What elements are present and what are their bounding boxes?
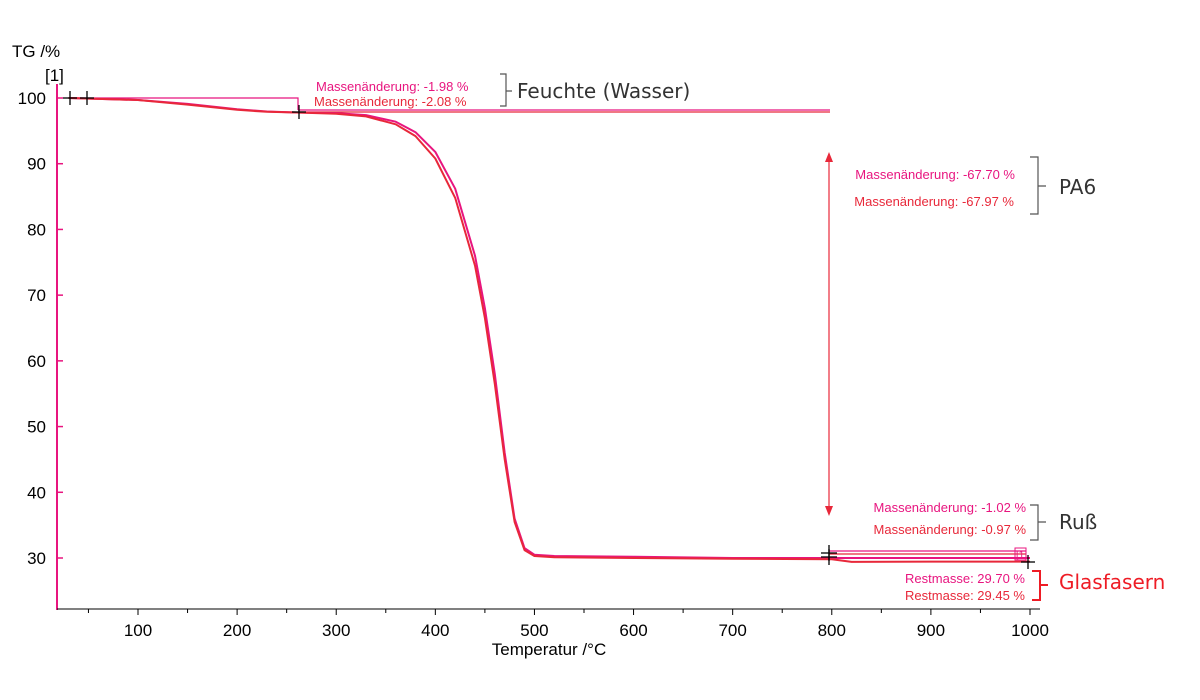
- x-tick-label: 800: [818, 621, 846, 640]
- annotation-step3-a: Massenänderung: -1.02 %: [874, 500, 1027, 515]
- y-tick-label: 90: [27, 155, 46, 174]
- annotation-step3-b: Massenänderung: -0.97 %: [874, 522, 1027, 537]
- x-tick-label: 500: [520, 621, 548, 640]
- brace-moisture: [500, 73, 512, 107]
- x-tick-label: 600: [619, 621, 647, 640]
- x-tick-label: 200: [223, 621, 251, 640]
- end-marker-label: [1]: [1016, 550, 1027, 561]
- y-tick-label: 50: [27, 418, 46, 437]
- step-2-arrow-head-top: [825, 152, 833, 162]
- label-moisture: Feuchte (Wasser): [517, 79, 690, 103]
- step-guides: [1]: [70, 97, 1027, 561]
- cross-marker-step1: [292, 105, 306, 119]
- label-glass-fibers: Glasfasern: [1059, 570, 1165, 594]
- label-pa6: PA6: [1059, 175, 1096, 199]
- annotation-residue-a: Restmasse: 29.70 %: [905, 571, 1025, 586]
- y-tick-label: 100: [18, 89, 46, 108]
- step-braces: [500, 73, 1048, 601]
- step-2-arrow-head-bottom: [825, 506, 833, 516]
- x-tick-label: 400: [421, 621, 449, 640]
- x-axis-title: Temperatur /°C: [492, 640, 607, 659]
- step-labels: Feuchte (Wasser) PA6 Ruß Glasfasern: [517, 79, 1165, 594]
- y-ticks: 30 40 50 60 70 80 90 100: [18, 89, 63, 568]
- brace-pa6: [1030, 156, 1046, 215]
- tg-curve-2: [68, 97, 1030, 563]
- label-carbon-black: Ruß: [1059, 510, 1097, 534]
- x-tick-label: 100: [124, 621, 152, 640]
- y-axis-title: TG /%: [12, 42, 60, 61]
- end-marker-box: [1014, 547, 1027, 561]
- y-tick-label: 80: [27, 220, 46, 239]
- annotation-step1-b: Massenänderung: -2.08 %: [314, 94, 467, 109]
- brace-glassfiber: [1032, 570, 1048, 601]
- y-tick-label: 60: [27, 352, 46, 371]
- cross-marker-start-b: [80, 91, 94, 105]
- annotation-step2-b: Massenänderung: -67.97 %: [854, 194, 1014, 209]
- x-tick-label: 1000: [1011, 621, 1049, 640]
- y-tick-label: 40: [27, 483, 46, 502]
- y-tick-label: 30: [27, 549, 46, 568]
- cross-marker-end: [1021, 555, 1035, 569]
- cross-marker-start-a: [63, 91, 77, 105]
- series-group: [68, 97, 1030, 563]
- x-tick-label: 700: [718, 621, 746, 640]
- step-1-baseline: [70, 97, 299, 110]
- evaluation-markers: [63, 91, 1035, 569]
- y-tick-label: 70: [27, 286, 46, 305]
- x-tick-label: 900: [917, 621, 945, 640]
- annotation-step2-a: Massenänderung: -67.70 %: [855, 167, 1015, 182]
- x-tick-label: 300: [322, 621, 350, 640]
- brace-carbon: [1030, 504, 1046, 541]
- annotation-residue-b: Restmasse: 29.45 %: [905, 588, 1025, 603]
- annotations: Massenänderung: -1.98 % Massenänderung: …: [314, 79, 1026, 603]
- y-axis-subtitle: [1]: [45, 66, 64, 85]
- annotation-step1-a: Massenänderung: -1.98 %: [316, 79, 469, 94]
- cross-marker-800b: [821, 549, 837, 565]
- x-ticks: 100 200 300 400 500 600 700 800 900 1000: [87, 609, 1049, 640]
